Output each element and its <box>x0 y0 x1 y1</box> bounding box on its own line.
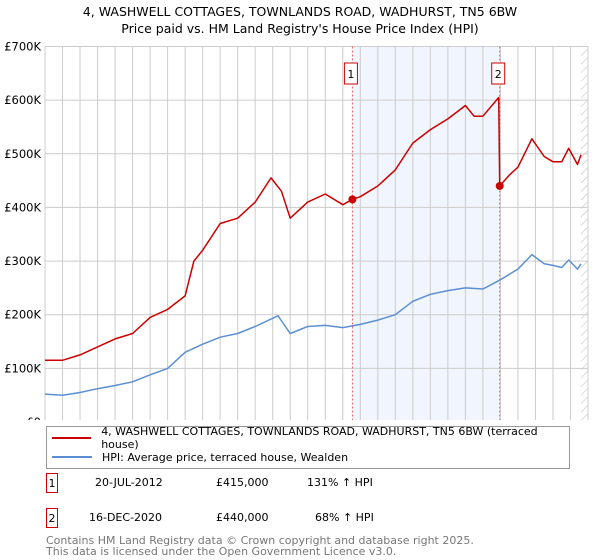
sale-badge: 1 <box>46 473 58 493</box>
y-tick-label: £400K <box>4 200 41 214</box>
legend-label: 4, WASHWELL COTTAGES, TOWNLANDS ROAD, WA… <box>101 425 538 451</box>
ownership-period-shade <box>352 46 500 420</box>
hpi-line <box>44 253 582 396</box>
sale-label-box <box>491 62 506 85</box>
y-tick-label: £500K <box>4 147 41 161</box>
y-tick-label: £700K <box>4 40 41 54</box>
sale-label: 2 <box>495 68 502 81</box>
y-tick-label: £600K <box>4 93 41 107</box>
legend: 4, WASHWELL COTTAGES, TOWNLANDS ROAD, WA… <box>46 425 570 469</box>
sale-badge: 2 <box>46 508 58 528</box>
y-tick-label: £100K <box>4 361 41 375</box>
sale-price: £440,000 <box>216 511 269 524</box>
sale-label-box <box>343 62 358 85</box>
sale-price: £415,000 <box>216 476 269 489</box>
sale-hpi-change: 131% ↑ HPI <box>307 476 373 489</box>
sale-date: 20-JUL-2012 <box>95 476 163 489</box>
sale-date: 16-DEC-2020 <box>89 511 163 524</box>
sale-row: 2 16-DEC-2020 £440,000 68% ↑ HPI <box>46 508 446 528</box>
y-tick-label: £300K <box>4 254 41 268</box>
sale-label: 1 <box>347 68 354 81</box>
y-tick-label: £0 <box>26 415 41 420</box>
legend-label: HPI: Average price, terraced house, Weal… <box>102 450 349 464</box>
sale-point <box>495 181 504 190</box>
forecast-hatch <box>580 46 588 420</box>
legend-swatch-red <box>52 437 92 439</box>
sale-hpi-change: 68% ↑ HPI <box>315 511 374 524</box>
footer-copyright: Contains HM Land Registry data © Crown c… <box>46 534 474 547</box>
sale-point <box>348 195 357 204</box>
y-tick-label: £200K <box>4 308 41 322</box>
chart-subtitle: Price paid vs. HM Land Registry's House … <box>121 21 479 36</box>
sale-row: 1 20-JUL-2012 £415,000 131% ↑ HPI <box>46 473 446 493</box>
legend-item-hpi: HPI: Average price, terraced house, Weal… <box>47 449 348 465</box>
legend-item-property: 4, WASHWELL COTTAGES, TOWNLANDS ROAD, WA… <box>47 425 569 451</box>
legend-swatch-blue <box>52 456 92 458</box>
chart-title: 4, WASHWELL COTTAGES, TOWNLANDS ROAD, WA… <box>82 4 518 19</box>
footer-licence: This data is licensed under the Open Gov… <box>46 545 397 558</box>
price-chart: 1219951996199719981999200020012002200320… <box>4 40 589 420</box>
